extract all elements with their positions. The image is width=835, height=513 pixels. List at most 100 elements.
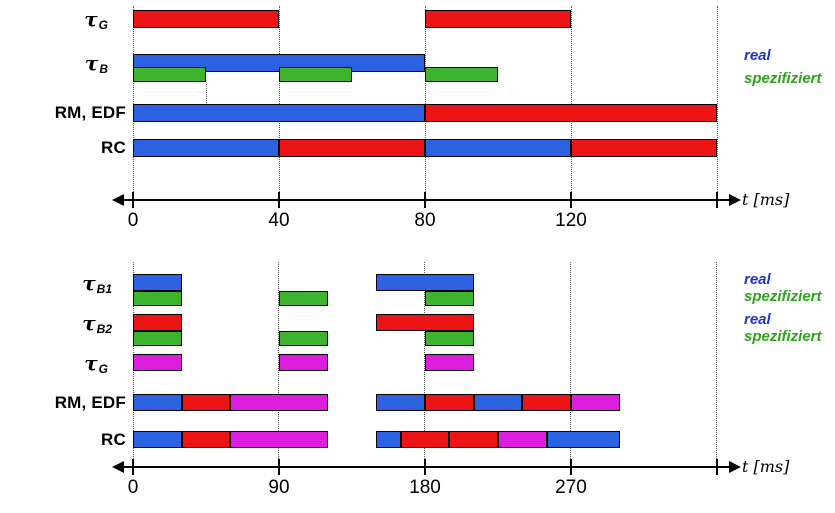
rc-bottom-bar xyxy=(546,431,620,448)
rc-bottom-bar xyxy=(400,431,450,448)
time-axis-line xyxy=(124,199,729,201)
axis-tick xyxy=(423,459,426,475)
rc-bottom-bar xyxy=(497,431,547,448)
rm-edf-bottom-bar xyxy=(473,394,523,411)
legend-label-real-0: real xyxy=(744,47,771,64)
gridline-segment xyxy=(205,84,207,103)
legend-label-spezifiziert-1: spezifiziert xyxy=(744,288,822,305)
tau-b1-real-bar xyxy=(133,274,182,291)
legend-label-spezifiziert-1: spezifiziert xyxy=(744,70,822,87)
axis-arrow-right-icon xyxy=(729,461,741,473)
gridline xyxy=(424,6,426,196)
tau-b2-spezifiziert-bar xyxy=(133,331,182,346)
rc-bottom-bar xyxy=(230,431,328,448)
tau-subscript: B xyxy=(99,62,108,76)
tau-g-bar xyxy=(133,10,279,28)
axis-tick xyxy=(569,459,572,475)
gridline xyxy=(570,6,572,196)
rc-bottom-bar xyxy=(133,431,182,448)
axis-unit-label: t [ms] xyxy=(742,190,790,209)
rm-edf-bottom-bar xyxy=(230,394,328,411)
rc-bottom-bar xyxy=(376,431,401,448)
axis-tick xyxy=(715,459,718,475)
tau-b1-spezifiziert-bar xyxy=(424,291,474,306)
tau-g-bar xyxy=(425,10,571,28)
gridline xyxy=(716,6,718,196)
rc-bar xyxy=(425,139,571,157)
tau-symbol: τ xyxy=(82,270,96,295)
rm-edf-bottom-bar xyxy=(570,394,620,411)
rm-edf-bar xyxy=(133,104,425,122)
tau-symbol: τ xyxy=(84,350,98,375)
tick-label: 180 xyxy=(409,477,441,498)
rc-bar xyxy=(133,139,279,157)
tick-label: 80 xyxy=(414,210,436,231)
legend-label-real-0: real xyxy=(744,271,771,288)
rm-edf-bottom-bar xyxy=(376,394,425,411)
tau-b1-real-bar xyxy=(376,274,474,291)
tau-g-bottom-bar xyxy=(424,354,474,371)
tau-b-spezifiziert-bar xyxy=(279,67,352,82)
tick-label: 120 xyxy=(555,210,587,231)
rm-edf-bar xyxy=(425,104,717,122)
gridline xyxy=(278,6,280,196)
tau-b2-spezifiziert-bar xyxy=(424,331,474,346)
tau-b2-real-bar xyxy=(133,314,182,331)
tick-label: 90 xyxy=(268,477,290,498)
axis-tick xyxy=(277,459,280,475)
tau-subscript: B2 xyxy=(96,321,112,336)
rm-edf-bottom-bar xyxy=(522,394,571,411)
axis-unit-label: t [ms] xyxy=(742,457,790,476)
tau-subscript: G xyxy=(98,18,108,32)
tick-label: 0 xyxy=(127,477,139,498)
rc-bar xyxy=(571,139,717,157)
rm-edf-bottom-bar xyxy=(181,394,231,411)
tick-label: 270 xyxy=(555,477,587,498)
tau-b-spezifiziert-bar xyxy=(425,67,498,82)
axis-tick xyxy=(278,192,280,208)
row-label-rc-bottom: RC xyxy=(101,429,126,449)
tau-b2-real-bar xyxy=(376,314,474,331)
tau-g-bottom-bar xyxy=(133,354,182,371)
axis-tick xyxy=(570,192,572,208)
axis-tick xyxy=(716,192,718,208)
axis-tick xyxy=(132,459,134,475)
time-axis-line xyxy=(124,466,729,468)
tau-b2-spezifiziert-bar xyxy=(278,331,328,346)
axis-tick xyxy=(424,192,426,208)
rc-bottom-bar xyxy=(181,431,231,448)
tick-label: 0 xyxy=(127,210,139,231)
tau-b1-spezifiziert-bar xyxy=(278,291,328,306)
tau-subscript: G xyxy=(98,361,108,376)
row-label-rc: RC xyxy=(101,138,126,157)
tau-b1-spezifiziert-bar xyxy=(133,291,182,306)
tau-symbol: τ xyxy=(82,310,96,335)
tau-symbol: τ xyxy=(84,7,98,31)
row-label-tau-b1-real: τ B1 xyxy=(0,270,112,295)
axis-arrow-left-icon xyxy=(112,461,124,473)
legend-label-real-2: real xyxy=(744,311,771,328)
rm-edf-bottom-bar xyxy=(424,394,474,411)
row-label-rm-edf-bottom: RM, EDF xyxy=(54,392,126,412)
axis-arrow-right-icon xyxy=(729,194,741,206)
legend-label-spezifiziert-3: spezifiziert xyxy=(744,328,822,345)
tau-symbol: τ xyxy=(84,51,99,75)
row-label-rm-edf: RM, EDF xyxy=(54,103,126,122)
tau-b-spezifiziert-bar xyxy=(133,67,206,82)
rm-edf-bottom-bar xyxy=(133,394,182,411)
tick-label: 40 xyxy=(268,210,290,231)
gridline xyxy=(570,262,572,463)
rc-bar xyxy=(279,139,425,157)
axis-tick xyxy=(132,192,134,208)
gridline xyxy=(716,262,718,463)
axis-arrow-left-icon xyxy=(112,194,124,206)
row-label-tau-b2-real: τ B2 xyxy=(0,310,112,335)
tau-g-bottom-bar xyxy=(278,354,328,371)
rc-bottom-bar xyxy=(449,431,498,448)
tau-subscript: B1 xyxy=(96,281,112,296)
gridline xyxy=(132,6,134,196)
